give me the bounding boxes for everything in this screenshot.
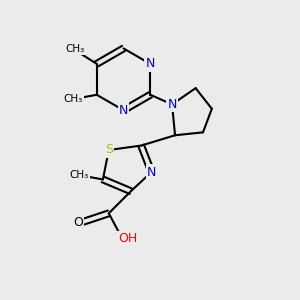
- Text: O: O: [73, 216, 83, 229]
- Text: N: N: [119, 104, 128, 117]
- Text: N: N: [167, 98, 177, 111]
- Text: S: S: [105, 143, 113, 157]
- Text: CH₃: CH₃: [70, 170, 89, 180]
- Text: N: N: [146, 57, 155, 70]
- Text: N: N: [147, 166, 156, 178]
- Text: CH₃: CH₃: [64, 94, 83, 104]
- Text: OH: OH: [118, 232, 137, 245]
- Text: CH₃: CH₃: [65, 44, 84, 54]
